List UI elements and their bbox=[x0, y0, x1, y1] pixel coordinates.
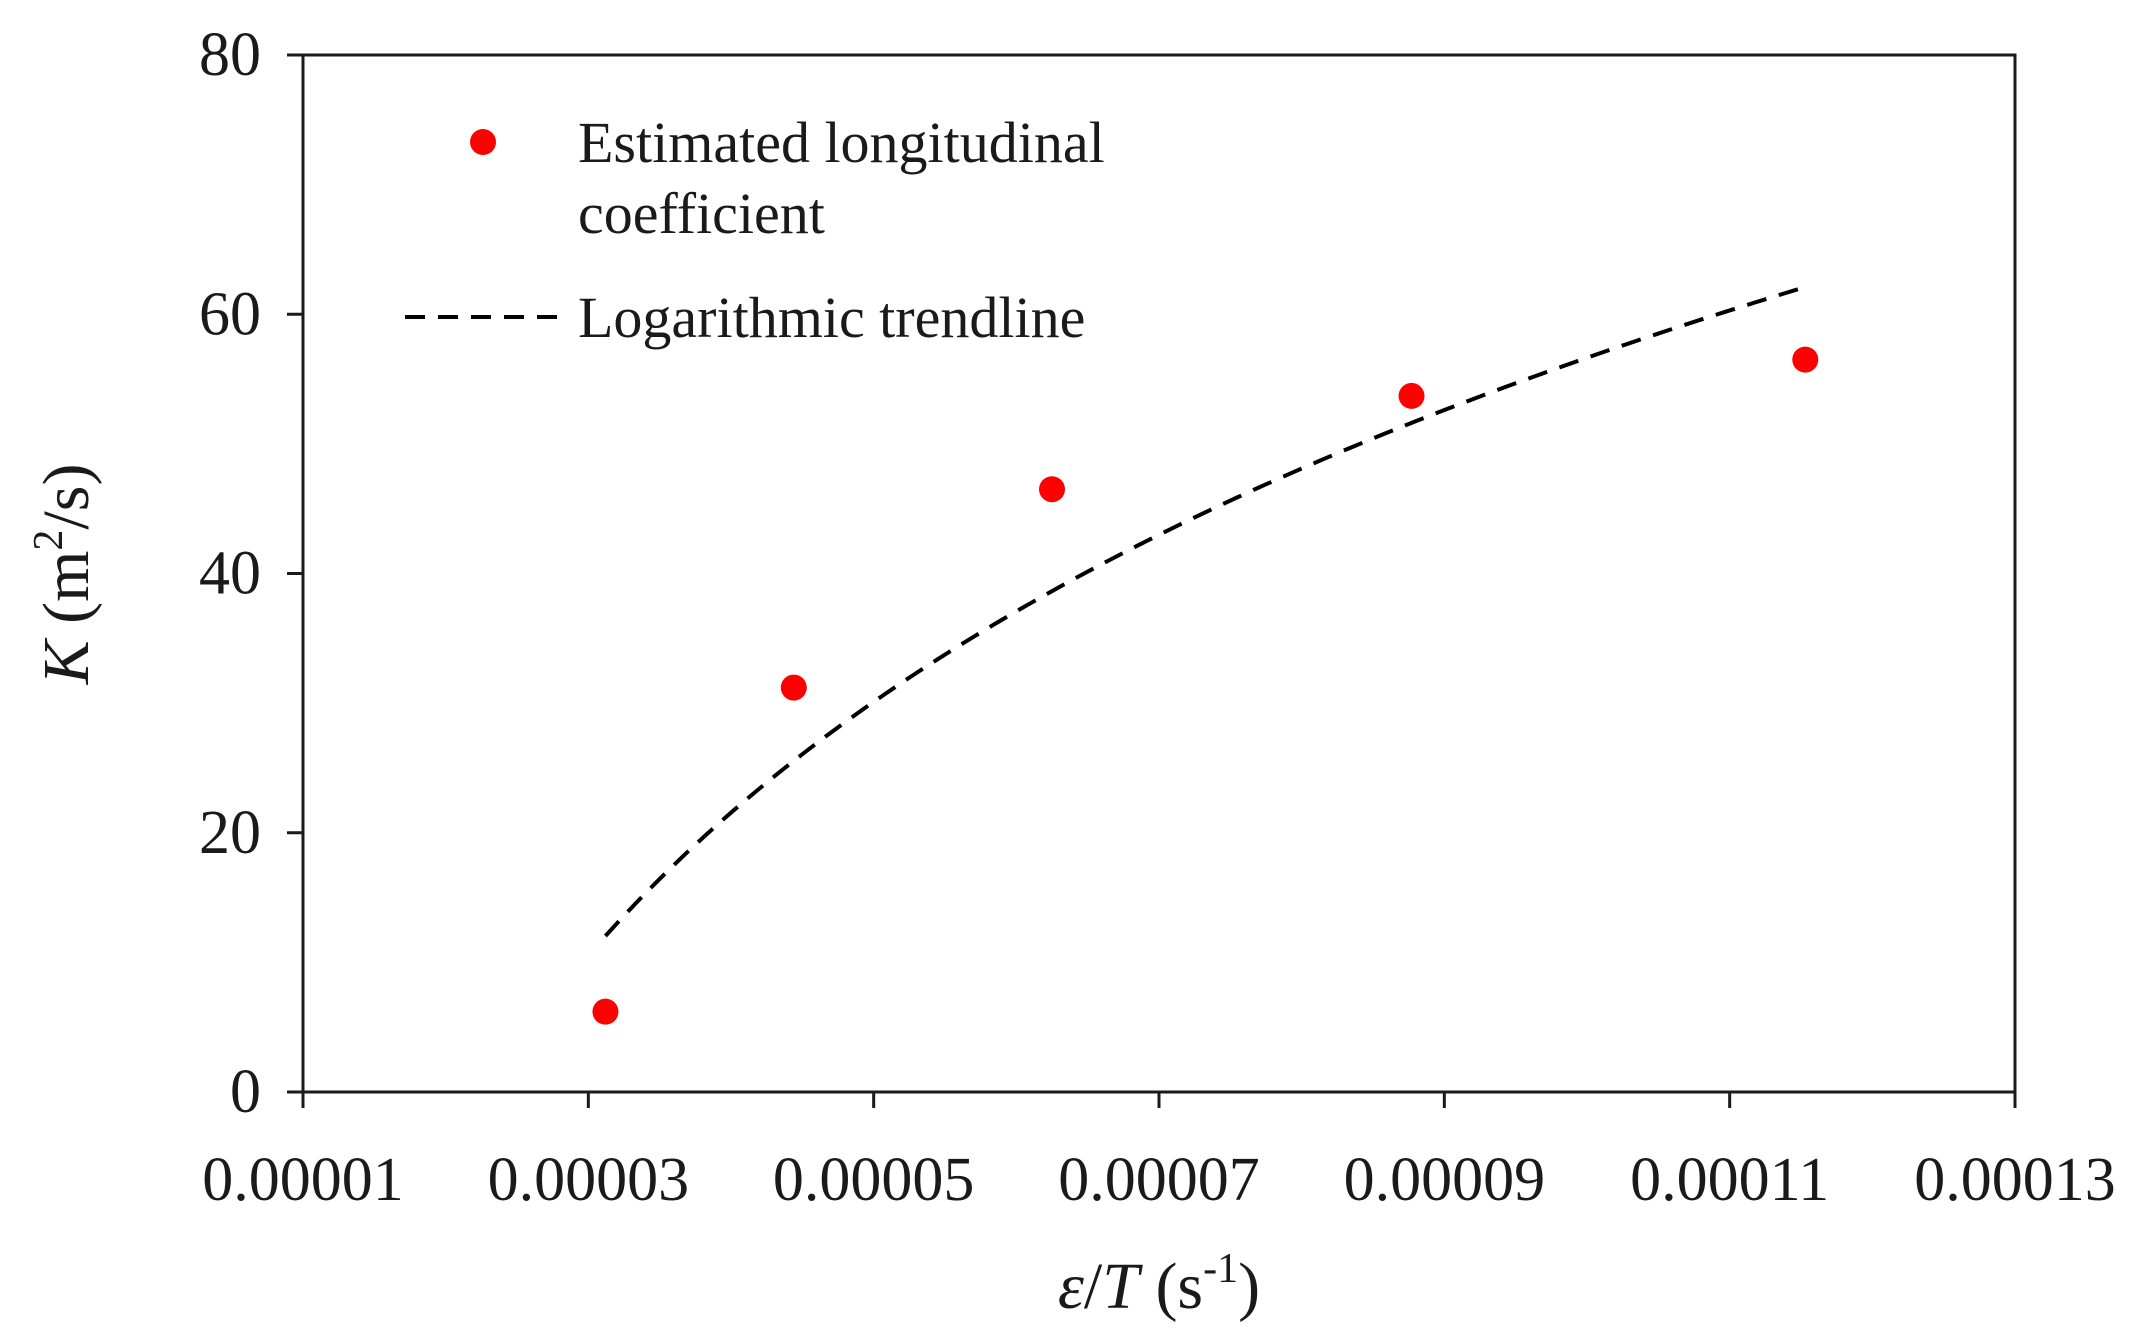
x-tick-label-6: 0.00013 bbox=[1914, 1146, 2116, 1214]
legend-label-trendline: Logarithmic trendline bbox=[578, 285, 1085, 350]
data-point-0 bbox=[592, 998, 619, 1025]
x-tick-label-1: 0.00003 bbox=[488, 1146, 690, 1214]
y-axis-label: K (m2/s) bbox=[26, 464, 103, 686]
data-point-1 bbox=[780, 674, 807, 701]
data-point-4 bbox=[1792, 346, 1819, 373]
y-tick-label-0: 0 bbox=[230, 1058, 261, 1126]
legend-label-estimated-line2: coefficient bbox=[578, 181, 825, 246]
x-axis-label-t: T bbox=[1102, 1250, 1143, 1323]
y-axis-label-k: K bbox=[30, 637, 103, 685]
y-axis-label-unit-close: /s) bbox=[30, 464, 103, 530]
logarithmic-trendline bbox=[603, 285, 1806, 938]
data-point-3 bbox=[1398, 382, 1425, 409]
x-axis-label-slash: / bbox=[1084, 1250, 1103, 1323]
y-tick-label-4: 80 bbox=[199, 21, 261, 89]
x-axis-ticks: 0.00001 0.00003 0.00005 0.00007 0.00009 0.000… bbox=[202, 1092, 2116, 1214]
y-tick-label-1: 20 bbox=[199, 799, 261, 867]
x-tick-label-3: 0.00007 bbox=[1058, 1146, 1260, 1214]
y-axis-label-unit-sup: 2 bbox=[26, 530, 72, 551]
data-point-2 bbox=[1039, 476, 1065, 503]
x-tick-label-0: 0.00001 bbox=[202, 1146, 404, 1214]
x-tick-label-5: 0.00011 bbox=[1630, 1146, 1829, 1214]
x-axis-label-unit-close: ) bbox=[1238, 1250, 1260, 1323]
legend-label-estimated-line1: Estimated longitudinal bbox=[578, 110, 1105, 175]
legend: Estimated longitudinal coefficient Logar… bbox=[405, 110, 1105, 350]
x-axis-label-unit: (s bbox=[1139, 1250, 1203, 1323]
y-axis-label-unit: (m bbox=[30, 551, 103, 641]
scatter-points bbox=[592, 346, 1819, 1025]
legend-marker-estimated bbox=[470, 129, 496, 155]
plot-area-frame bbox=[301, 53, 2017, 1094]
x-tick-label-4: 0.00009 bbox=[1344, 1146, 1546, 1214]
y-tick-label-3: 60 bbox=[199, 280, 261, 348]
x-axis-label: ε/T (s-1) bbox=[1058, 1246, 1260, 1323]
x-axis-label-unit-sup: -1 bbox=[1203, 1246, 1238, 1292]
y-axis-ticks: 0 20 40 60 80 bbox=[199, 21, 303, 1126]
y-tick-label-2: 40 bbox=[199, 540, 261, 608]
x-tick-label-2: 0.00005 bbox=[773, 1146, 975, 1214]
x-axis-label-epsilon: ε bbox=[1058, 1250, 1084, 1323]
